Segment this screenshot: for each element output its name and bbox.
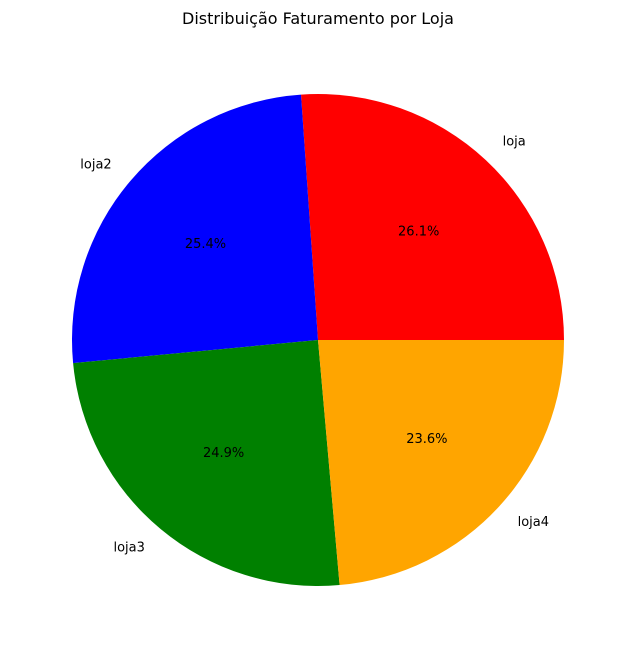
pie-labels: loja 26.1% loja2 25.4% loja3 24.9% loja4 23.6% xyxy=(80,135,549,556)
slice-label-loja4: loja4 xyxy=(518,515,549,530)
pie-slice-loja2 xyxy=(71,94,318,364)
slice-label-loja3: loja3 xyxy=(113,541,144,556)
slice-label-loja: loja xyxy=(503,135,526,150)
pct-label-loja: 26.1% xyxy=(398,225,439,240)
slice-label-loja2: loja2 xyxy=(80,157,111,172)
chart-title: Distribuição Faturamento por Loja xyxy=(182,9,454,28)
pct-label-loja4: 23.6% xyxy=(406,432,447,447)
pie-slice-loja xyxy=(301,94,564,340)
pie-slices xyxy=(71,94,564,587)
pie-slice-loja4 xyxy=(318,340,564,586)
pie-slice-loja3 xyxy=(73,340,340,587)
pct-label-loja2: 25.4% xyxy=(185,237,226,252)
pct-label-loja3: 24.9% xyxy=(203,446,244,461)
